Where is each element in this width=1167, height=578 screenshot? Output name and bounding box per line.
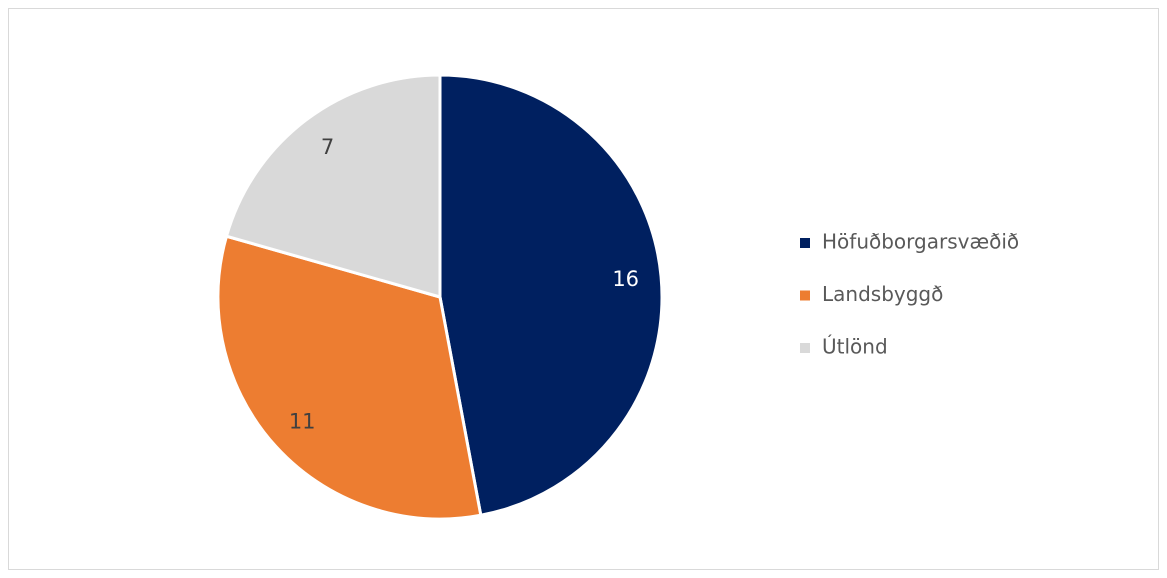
pie-slice [216,234,483,521]
legend-swatch [800,290,810,301]
data-label: 7 [321,135,334,159]
legend-label: Landsbyggð [822,282,943,306]
legend-label: Útlönd [822,335,888,359]
pie-slice [438,73,664,517]
data-label: 11 [289,410,316,434]
data-label: 16 [612,267,639,291]
legend-swatch [800,238,810,248]
legend-label: Höfuðborgarsvæðið [822,230,1019,254]
legend-swatch [800,343,810,353]
pie-slice [224,73,442,299]
